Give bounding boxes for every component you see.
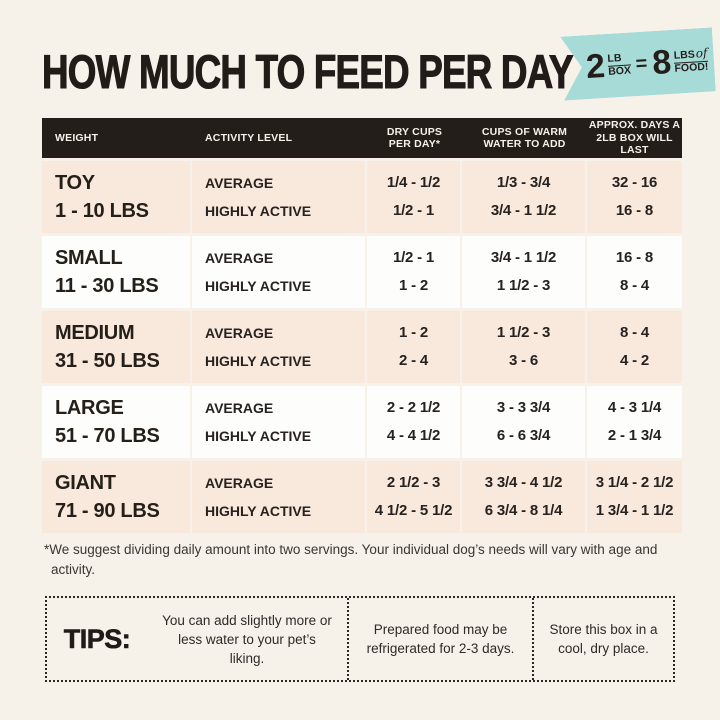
col-header-water: CUPS OF WARM WATER TO ADD [481,125,568,151]
tips-box: TIPS: You can add slightly more or less … [45,596,675,682]
serving-footnote: *We suggest dividing daily amount into t… [44,542,658,577]
table-header-row: WEIGHT ACTIVITY LEVEL DRY CUPS PER DAY* C… [42,118,682,158]
tip-water-adjust: You can add slightly more or less water … [162,612,332,666]
weight-cell: MEDIUM 31 - 50 LBS [42,311,190,383]
box-equivalence-badge: 2 LB BOX = 8 LBSof FOOD! [560,27,716,100]
col-header-weight: WEIGHT [55,131,99,144]
table-row-giant: GIANT 71 - 90 LBS AVERAGE HIGHLY ACTIVE 2 … [42,461,682,533]
page-title: HOW MUCH TO FEED PER DAY [42,44,574,99]
dry-cups-cell: 1/4 - 1/2 1/2 - 1 [367,161,460,233]
title-row: HOW MUCH TO FEED PER DAY 2 LB BOX = 8 LB… [42,40,720,110]
table-row-toy: TOY 1 - 10 LBS AVERAGE HIGHLY ACTIVE 1/4 -… [42,161,682,233]
tip-refrigerate: Prepared food may be refrigerated for 2-… [347,598,532,680]
water-cell: 3 - 3 3/4 6 - 6 3/4 [462,386,585,458]
water-cell: 3 3/4 - 4 1/2 6 3/4 - 8 1/4 [462,461,585,533]
badge-qty-2: 2 [584,46,606,86]
col-header-activity: ACTIVITY LEVEL [205,131,293,144]
dry-cups-cell: 2 - 2 1/2 4 - 4 1/2 [367,386,460,458]
badge-of-script: of [695,45,708,60]
days-cell: 4 - 3 1/4 2 - 1 3/4 [587,386,682,458]
activity-cell: AVERAGE HIGHLY ACTIVE [192,461,365,533]
table-row-small: SMALL 11 - 30 LBS AVERAGE HIGHLY ACTIVE 1/… [42,236,682,308]
weight-cell: TOY 1 - 10 LBS [42,161,190,233]
badge-qty-8: 8 [651,42,672,82]
badge-unit-lb-box: LB BOX [607,52,632,78]
col-header-days: APPROX. DAYS A 2LB BOX WILL LAST [588,119,681,157]
activity-cell: AVERAGE HIGHLY ACTIVE [192,236,365,308]
days-cell: 3 1/4 - 2 1/2 1 3/4 - 1 1/2 [587,461,682,533]
feeding-table: WEIGHT ACTIVITY LEVEL DRY CUPS PER DAY* C… [42,118,682,536]
weight-cell: LARGE 51 - 70 LBS [42,386,190,458]
tips-label: TIPS: [63,623,131,654]
weight-cell: SMALL 11 - 30 LBS [42,236,190,308]
activity-cell: AVERAGE HIGHLY ACTIVE [192,161,365,233]
water-cell: 1/3 - 3/4 3/4 - 1 1/2 [462,161,585,233]
days-cell: 32 - 16 16 - 8 [587,161,682,233]
tip-storage: Store this box in a cool, dry place. [532,598,673,680]
weight-cell: GIANT 71 - 90 LBS [42,461,190,533]
col-header-dry-cups: DRY CUPS PER DAY* [386,125,443,151]
water-cell: 3/4 - 1 1/2 1 1/2 - 3 [462,236,585,308]
badge-unit-lbs-food: LBSof FOOD! [673,45,709,75]
badge-equals: = [634,51,648,75]
activity-cell: AVERAGE HIGHLY ACTIVE [192,386,365,458]
activity-cell: AVERAGE HIGHLY ACTIVE [192,311,365,383]
table-row-large: LARGE 51 - 70 LBS AVERAGE HIGHLY ACTIVE 2 … [42,386,682,458]
table-row-medium: MEDIUM 31 - 50 LBS AVERAGE HIGHLY ACTIVE 1… [42,311,682,383]
